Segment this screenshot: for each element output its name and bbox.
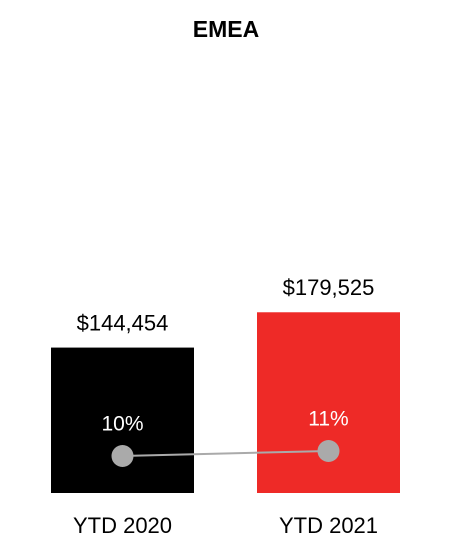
bar [51,347,194,493]
bar-value-label: $179,525 [283,275,375,300]
x-tick-label: YTD 2021 [279,513,378,538]
bar-value-label: $144,454 [77,310,169,335]
line-point [111,445,134,467]
line [122,450,329,457]
bar [257,312,400,493]
line-point [317,440,340,462]
point-value-label: 10% [101,413,143,436]
x-tick-label: YTD 2020 [73,513,172,538]
point-value-label: 11% [308,408,348,431]
chart-title: EMEA [193,16,259,42]
